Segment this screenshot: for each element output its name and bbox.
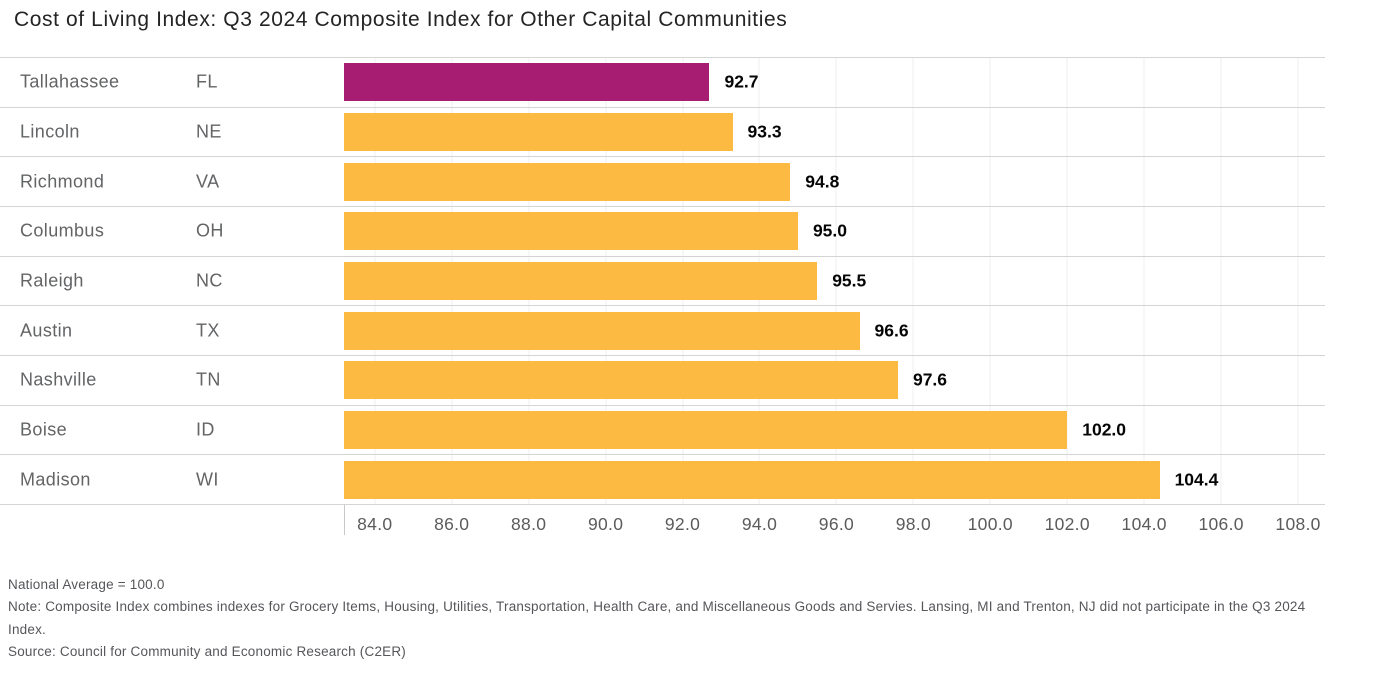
value-label: 93.3 xyxy=(747,121,782,142)
row-header: Raleigh NC xyxy=(0,257,344,306)
bar-chart: Tallahassee FL 92.7 Lincoln NE 93.3 Rich… xyxy=(0,57,1325,535)
value-label: 94.8 xyxy=(805,171,840,192)
axis-origin-tick xyxy=(344,505,345,535)
x-axis: 84.0 86.0 88.0 90.0 92.0 94.0 96.0 98.0 100.0 102… xyxy=(344,505,1325,545)
row-plot: 95.0 xyxy=(344,207,1325,256)
footnotes: National Average = 100.0 Note: Composite… xyxy=(8,574,1338,664)
bar xyxy=(344,361,898,400)
state-label: NE xyxy=(196,121,222,142)
row-header: Nashville TN xyxy=(0,356,344,405)
city-label: Austin xyxy=(20,320,73,341)
value-label: 97.6 xyxy=(912,369,948,390)
state-label: OH xyxy=(196,220,224,241)
x-axis-tick-label: 108.0 xyxy=(1275,514,1321,534)
state-label: NC xyxy=(196,270,223,291)
x-axis-tick-label: 102.0 xyxy=(1044,514,1090,534)
gridline xyxy=(1143,58,1145,505)
gridline xyxy=(912,58,914,505)
row-header: Madison WI xyxy=(0,455,344,504)
row-header: Richmond VA xyxy=(0,157,344,206)
chart-row: Tallahassee FL 92.7 xyxy=(0,58,1325,108)
x-axis-tick-label: 106.0 xyxy=(1198,514,1244,534)
state-label: FL xyxy=(196,71,218,92)
state-label: TN xyxy=(196,369,221,390)
gridline xyxy=(835,58,837,505)
gridline xyxy=(1297,58,1299,505)
state-label: WI xyxy=(196,469,219,490)
state-label: VA xyxy=(196,171,220,192)
value-label: 102.0 xyxy=(1082,419,1127,440)
x-axis-tick-label: 100.0 xyxy=(967,514,1013,534)
x-axis-tick-label: 104.0 xyxy=(1121,514,1167,534)
row-plot: 95.5 xyxy=(344,257,1325,306)
row-plot: 96.6 xyxy=(344,306,1325,355)
bar xyxy=(344,162,791,201)
x-axis-tick-label: 96.0 xyxy=(818,514,855,534)
gridline xyxy=(1220,58,1222,505)
city-label: Lincoln xyxy=(20,121,80,142)
city-label: Raleigh xyxy=(20,270,84,291)
x-axis-tick-label: 88.0 xyxy=(511,514,547,534)
value-label: 96.6 xyxy=(874,320,909,341)
row-plot: 102.0 xyxy=(344,406,1325,455)
city-label: Nashville xyxy=(20,369,97,390)
source-note: Source: Council for Community and Econom… xyxy=(8,644,406,660)
city-label: Richmond xyxy=(20,171,105,192)
state-label: TX xyxy=(196,320,220,341)
row-plot: 97.6 xyxy=(344,356,1325,405)
x-axis-tick-label: 90.0 xyxy=(587,514,624,534)
bar xyxy=(344,113,733,151)
row-header: Columbus OH xyxy=(0,207,344,256)
bar xyxy=(344,262,818,301)
gridline xyxy=(989,58,991,505)
x-axis-tick-label: 92.0 xyxy=(664,514,701,534)
chart-row: Columbus OH 95.0 xyxy=(0,207,1325,257)
x-axis-tick-label: 86.0 xyxy=(434,514,470,534)
bar xyxy=(344,411,1068,450)
value-label: 92.7 xyxy=(724,71,759,92)
row-plot: 93.3 xyxy=(344,108,1325,157)
chart-row: Nashville TN 97.6 xyxy=(0,356,1325,406)
bar xyxy=(344,460,1160,499)
row-plot: 92.7 xyxy=(344,58,1325,107)
chart-row: Raleigh NC 95.5 xyxy=(0,257,1325,307)
x-axis-tick-label: 84.0 xyxy=(357,514,393,534)
chart-row: Madison WI 104.4 xyxy=(0,455,1325,506)
state-label: ID xyxy=(196,419,215,440)
row-plot: 94.8 xyxy=(344,157,1325,206)
city-label: Tallahassee xyxy=(20,71,120,92)
city-label: Madison xyxy=(20,469,91,490)
x-axis-tick-label: 98.0 xyxy=(895,514,931,534)
x-axis-tick-label: 94.0 xyxy=(741,514,778,534)
value-label: 104.4 xyxy=(1174,469,1219,490)
chart-row: Boise ID 102.0 xyxy=(0,406,1325,456)
value-label: 95.5 xyxy=(832,270,867,291)
bar xyxy=(344,63,710,102)
national-average-note: National Average = 100.0 xyxy=(8,577,165,592)
row-header: Tallahassee FL xyxy=(0,58,344,107)
chart-row: Austin TX 96.6 xyxy=(0,306,1325,357)
city-label: Columbus xyxy=(20,220,105,241)
bar xyxy=(344,311,860,350)
value-label: 95.0 xyxy=(812,220,847,241)
gridline xyxy=(1066,58,1068,505)
chart-row: Lincoln NE 93.3 xyxy=(0,108,1325,158)
row-plot: 104.4 xyxy=(344,455,1325,504)
row-header: Austin TX xyxy=(0,306,344,355)
chart-rows: Tallahassee FL 92.7 Lincoln NE 93.3 Rich… xyxy=(0,58,1325,506)
chart-row: Richmond VA 94.8 xyxy=(0,157,1325,208)
chart-title: Cost of Living Index: Q3 2024 Composite … xyxy=(14,8,788,31)
city-label: Boise xyxy=(20,419,68,440)
methodology-note: Note: Composite Index combines indexes f… xyxy=(8,599,1306,637)
bar xyxy=(344,212,798,251)
row-header: Boise ID xyxy=(0,406,344,455)
row-header: Lincoln NE xyxy=(0,108,344,157)
